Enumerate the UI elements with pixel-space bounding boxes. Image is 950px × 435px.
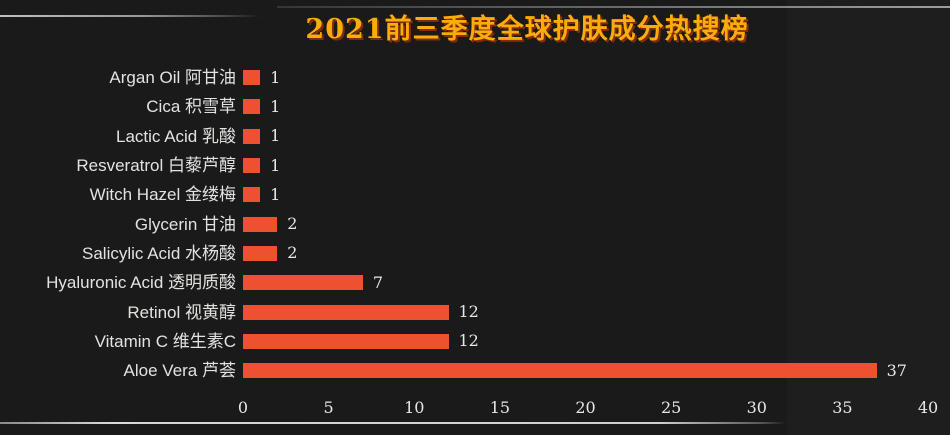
value-label: 12 [458,331,479,351]
category-label-text: Witch Hazel 金缕梅 [89,185,236,205]
bar-row: Resveratrol 白藜芦醇 1 [0,151,950,180]
category-label-text: Retinol 视黄醇 [127,302,236,322]
category-label: Retinol 视黄醇 [0,304,236,321]
value-label: 7 [372,272,384,292]
bar-row: Glycerin 甘油 2 [0,209,950,238]
x-axis-tick: 25 [660,398,682,417]
value-label: 12 [458,302,479,322]
bar [243,333,449,349]
category-label: Resveratrol 白藜芦醇 [0,157,236,174]
category-label: Cica 积雪草 [0,98,236,115]
category-label: Vitamin C 维生素C [0,333,236,350]
value-label: 37 [886,360,907,380]
x-axis-tick: 40 [917,398,939,417]
category-label-text: Cica 积雪草 [146,97,236,117]
bar-row: Salicylic Acid 水杨酸 2 [0,239,950,268]
bar [243,158,261,174]
bar-row: Lactic Acid 乳酸 1 [0,122,950,151]
bar [243,187,261,203]
value-label: 2 [287,214,298,234]
value-label: 1 [270,155,281,175]
bar [243,216,278,232]
category-label-text: Resveratrol 白藜芦醇 [76,156,236,176]
x-axis-tick: 30 [746,398,767,417]
bar [243,99,261,115]
bar-chart-plot: Argan Oil 阿甘油 1 Cica 积雪草 1 Lactic Acid 乳酸 1 Re… [0,63,950,385]
value-label: 2 [287,243,298,263]
category-label: Glycerin 甘油 [0,216,236,233]
category-label-text: Aloe Vera 芦荟 [123,361,236,381]
bar-row: Argan Oil 阿甘油 1 [0,63,950,92]
category-label: Argan Oil 阿甘油 [0,69,236,86]
category-label-text: Salicylic Acid 水杨酸 [82,243,236,263]
category-label-text: Vitamin C 维生素C [94,331,236,351]
category-label: Lactic Acid 乳酸 [0,128,236,145]
value-label: 1 [270,67,281,87]
x-axis-tick: 20 [575,398,596,417]
category-label: Aloe Vera 芦荟 [0,362,236,379]
value-label: 1 [270,126,281,146]
bar-row: Witch Hazel 金缕梅 1 [0,180,950,209]
x-axis-tick: 0 [237,398,249,417]
bar-row: Aloe Vera 芦荟 37 [0,356,950,385]
bar-row: Vitamin C 维生素C 12 [0,327,950,356]
bar-row: Cica 积雪草 1 [0,92,950,121]
bar-row: Hyaluronic Acid 透明质酸 7 [0,268,950,297]
x-axis-tick: 5 [323,398,334,417]
bar [243,245,278,261]
x-axis-tick: 10 [404,398,425,417]
category-label-text: Hyaluronic Acid 透明质酸 [46,273,236,293]
decor-line-bottom [0,422,786,424]
bar [243,304,449,320]
x-axis-tick: 35 [832,398,853,417]
bar [243,128,261,144]
value-label: 1 [270,184,281,204]
value-label: 1 [270,96,281,116]
category-label-text: Lactic Acid 乳酸 [116,126,236,146]
bar [243,70,261,86]
bar-row: Retinol 视黄醇 12 [0,297,950,326]
category-label: Salicylic Acid 水杨酸 [0,245,236,262]
bar [243,363,877,379]
decor-line-top-left [0,15,261,17]
category-label: Hyaluronic Acid 透明质酸 [0,274,236,291]
x-axis: 0 5 10 15 20 25 30 35 40 [0,398,950,420]
category-label: Witch Hazel 金缕梅 [0,186,236,203]
x-axis-tick: 15 [489,398,511,417]
bar [243,275,363,291]
category-label-text: Argan Oil 阿甘油 [109,68,236,88]
chart-title: 2021前三季度全球护肤成分热搜榜 [305,14,749,45]
category-label-text: Glycerin 甘油 [134,214,236,234]
decor-line-top-right [277,6,950,8]
